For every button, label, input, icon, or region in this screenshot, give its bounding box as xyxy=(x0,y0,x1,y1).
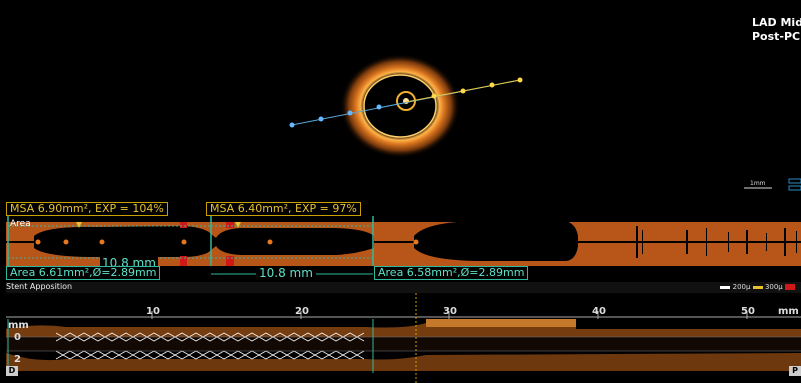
reference-area-right[interactable]: Area 6.58mm²,Ø=2.89mm xyxy=(374,266,529,280)
stent-marker xyxy=(180,222,187,228)
area-profile[interactable]: Area 10.8 mm xyxy=(6,216,801,270)
lumen-centerline xyxy=(6,241,801,243)
apposition-legend: 200µ 300µ xyxy=(720,283,795,291)
stent-apposition-label: Stent Apposition xyxy=(6,282,73,291)
tick-20: 20 xyxy=(295,306,309,317)
msa-left-label[interactable]: MSA 6.90mm², EXP = 104% xyxy=(6,202,168,216)
measure-point[interactable] xyxy=(460,88,466,94)
measure-point[interactable] xyxy=(318,116,324,122)
stent-apposition-track[interactable] xyxy=(6,282,801,297)
measure-point[interactable] xyxy=(431,93,437,99)
depth-two: 2 xyxy=(14,354,21,365)
msa-marker-left[interactable] xyxy=(76,222,82,228)
proximal-button[interactable]: P xyxy=(789,366,801,376)
measure-point[interactable] xyxy=(489,82,495,88)
longitudinal-image xyxy=(6,293,801,383)
reference-area-left[interactable]: Area 6.61mm²,Ø=2.89mm xyxy=(6,266,161,280)
measure-point[interactable] xyxy=(517,77,523,83)
depth-zero: 0 xyxy=(14,332,21,343)
area-track-label: Area xyxy=(10,219,31,229)
orientation-icon[interactable] xyxy=(788,178,801,184)
legend-swatch-yellow xyxy=(752,285,763,289)
cross-section-view[interactable]: LAD Mid Post-PCI 1mm xyxy=(6,6,801,201)
depth-unit: mm xyxy=(8,320,29,331)
measure-point[interactable] xyxy=(289,122,295,128)
orientation-icon-lower xyxy=(788,185,801,191)
length-unit: mm xyxy=(778,306,799,317)
proximal-wall-bright xyxy=(426,319,576,327)
lumen-contour xyxy=(363,74,437,138)
tick-10: 10 xyxy=(146,306,160,317)
stent-marker xyxy=(180,256,187,266)
msa-strip: MSA 6.90mm², EXP = 104% MSA 6.40mm², EXP… xyxy=(6,201,801,216)
case-title-line2: Post-PCI xyxy=(752,30,801,43)
case-title-line1: LAD Mid xyxy=(752,16,801,29)
tick-40: 40 xyxy=(592,306,606,317)
legend-300: 300µ xyxy=(764,283,783,291)
distal-button[interactable]: D xyxy=(6,366,18,376)
vessel-upper-wall xyxy=(6,319,801,337)
ruler-ticks xyxy=(6,311,801,319)
measure-point[interactable] xyxy=(376,104,382,110)
tick-30: 30 xyxy=(443,306,457,317)
vessel-lower-wall xyxy=(6,353,801,371)
msa-marker-right[interactable] xyxy=(235,222,241,228)
cross-section-image xyxy=(289,54,801,191)
measure-point[interactable] xyxy=(347,110,353,116)
scale-label: 1mm xyxy=(750,180,766,187)
legend-200: 200µ xyxy=(732,283,751,291)
artifact-spikes xyxy=(636,226,797,258)
legend-swatch-red xyxy=(785,284,795,290)
stent-marker xyxy=(226,222,234,228)
frame-markers xyxy=(35,239,419,245)
stent-marker xyxy=(226,256,234,266)
lumen-band xyxy=(6,337,801,351)
msa-right-label[interactable]: MSA 6.40mm², EXP = 97% xyxy=(206,202,361,216)
tick-50: 50 xyxy=(741,306,755,317)
segment-length-right: 10.8 mm xyxy=(256,266,316,280)
legend-swatch-white xyxy=(720,285,731,289)
longitudinal-view[interactable]: mm 0 2 10 20 30 40 50 mm D P xyxy=(6,293,801,383)
